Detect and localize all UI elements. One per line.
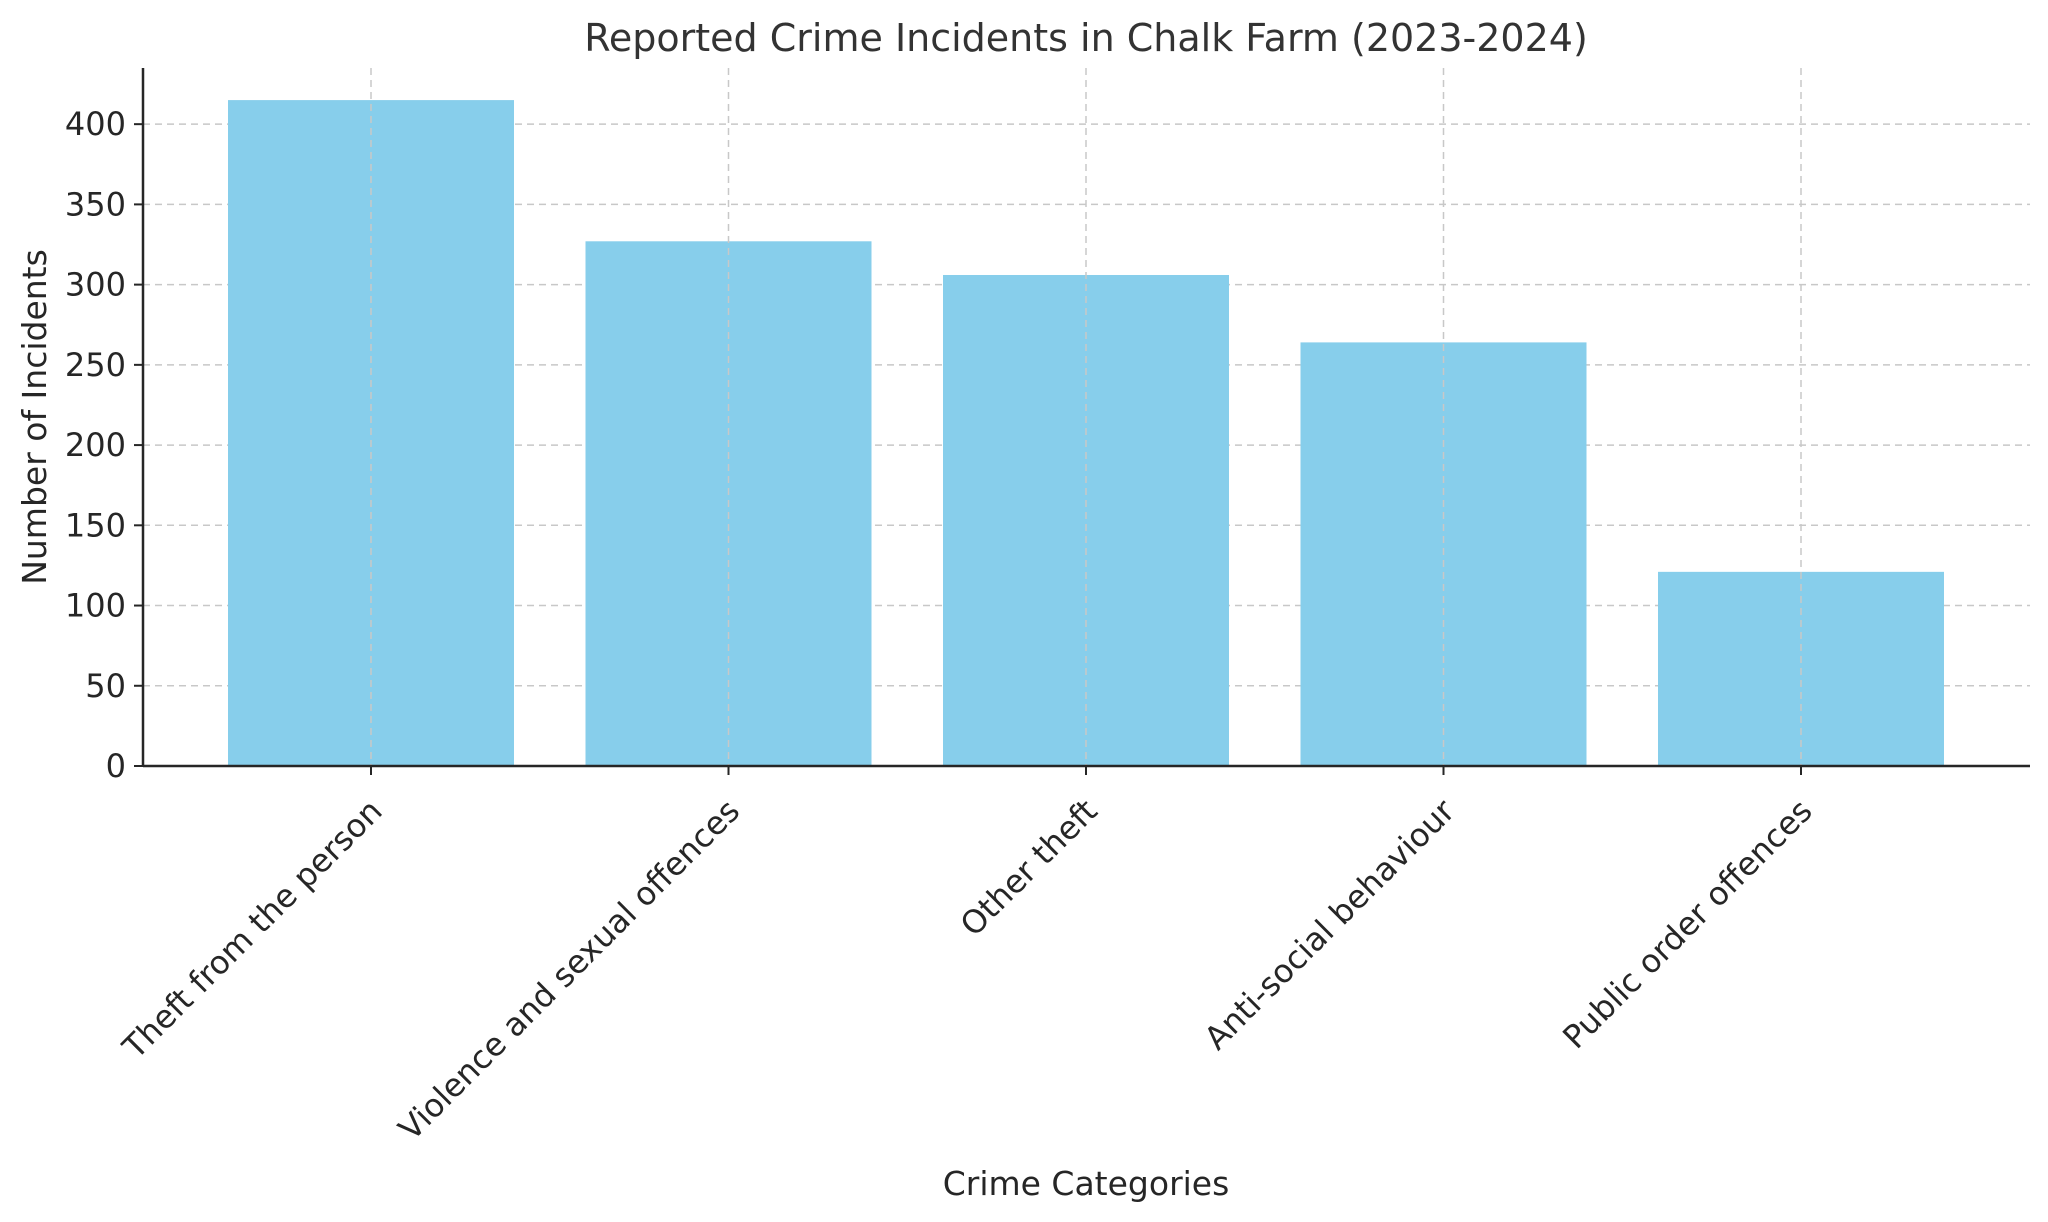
- y-tick-label: 300: [65, 266, 126, 304]
- x-axis-title: Crime Categories: [943, 1164, 1230, 1203]
- y-tick-label: 250: [65, 346, 126, 384]
- chart-title: Reported Crime Incidents in Chalk Farm (…: [584, 16, 1588, 60]
- y-tick-label: 100: [65, 587, 126, 625]
- x-tick-label: Other theft: [953, 792, 1105, 944]
- x-tick-label: Violence and sexual offences: [391, 792, 747, 1148]
- x-tick-label: Theft from the person: [115, 792, 390, 1067]
- y-tick-label: 0: [106, 747, 126, 785]
- x-tick-label: Anti-social behaviour: [1197, 791, 1463, 1057]
- y-tick-label: 150: [65, 506, 126, 544]
- y-ticks: 0 50 100 150 200 250 300 350 400: [65, 105, 143, 785]
- y-axis-title: Number of Incidents: [15, 249, 54, 585]
- y-tick-label: 400: [65, 105, 126, 143]
- x-ticks: Theft from the person Violence and sexual…: [115, 766, 1820, 1148]
- y-tick-label: 50: [85, 667, 126, 705]
- x-tick-label: Public order offences: [1555, 792, 1819, 1056]
- vertical-grid-lines: [370, 68, 1802, 766]
- y-tick-label: 200: [65, 426, 126, 464]
- y-tick-label: 350: [65, 185, 126, 223]
